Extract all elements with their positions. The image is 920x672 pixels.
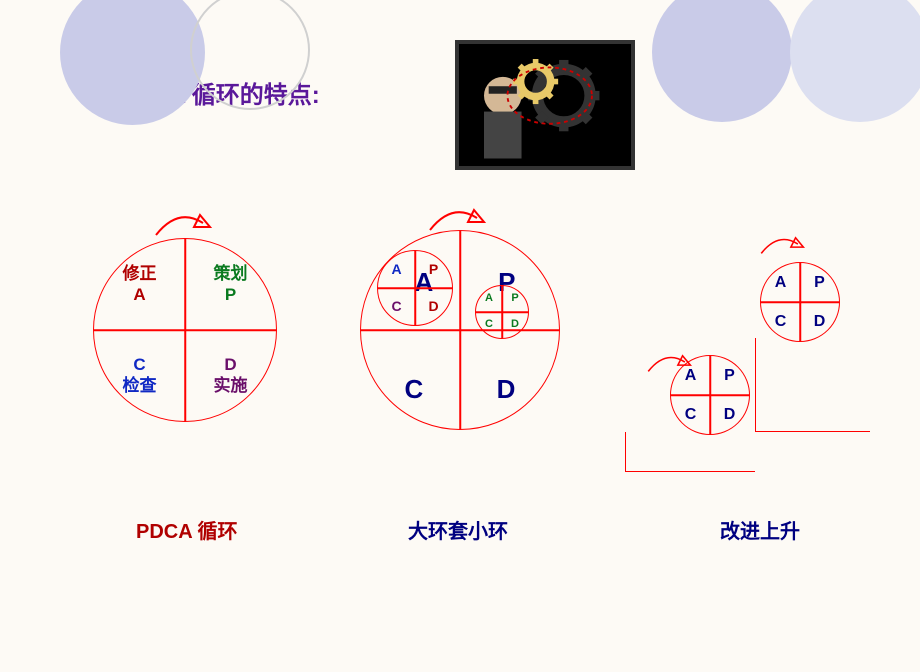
quadrant-d: D实施 (185, 330, 276, 421)
quadrant-p: 策划P (185, 239, 276, 330)
quadrant-d: D (710, 395, 749, 434)
decorative-circle (790, 0, 920, 122)
quadrant-p: P (415, 251, 452, 288)
pdca-circle: A P C D (670, 355, 750, 435)
rotation-arrow-icon (755, 230, 810, 261)
quadrant-c: C (761, 302, 800, 341)
diagram-caption: 大环套小环 (408, 515, 508, 544)
quadrant-p: P (502, 286, 528, 312)
quadrant-c: C检查 (94, 330, 185, 421)
quadrant-a: A (378, 251, 415, 288)
pdca-circle: A P C D (377, 250, 453, 326)
quadrant-a: A (476, 286, 502, 312)
diagram-caption: 改进上升 (720, 515, 800, 544)
decorative-clipart (455, 40, 635, 170)
step-line (625, 432, 755, 472)
quadrant-d: D (800, 302, 839, 341)
step-line (755, 338, 870, 432)
quadrant-c: C (476, 312, 502, 338)
quadrant-c: C (671, 395, 710, 434)
quadrant-p: P (800, 263, 839, 302)
quadrant-a: 修正A (94, 239, 185, 330)
pdca-basic-circle: 修正A 策划P C检查 D实施 (93, 238, 277, 422)
pdca-circle: A P C D (760, 262, 840, 342)
pdca-circle: A P C D (475, 285, 529, 339)
outer-c: C (405, 374, 424, 405)
quadrant-p: P (710, 356, 749, 395)
quadrant-a: A (671, 356, 710, 395)
quadrant-d: D (415, 288, 452, 325)
decorative-circle (652, 0, 792, 122)
diagram-caption: PDCA 循环 (136, 515, 237, 544)
quadrant-d: D (502, 312, 528, 338)
outer-d: D (497, 374, 516, 405)
quadrant-a: A (761, 263, 800, 302)
quadrant-c: C (378, 288, 415, 325)
